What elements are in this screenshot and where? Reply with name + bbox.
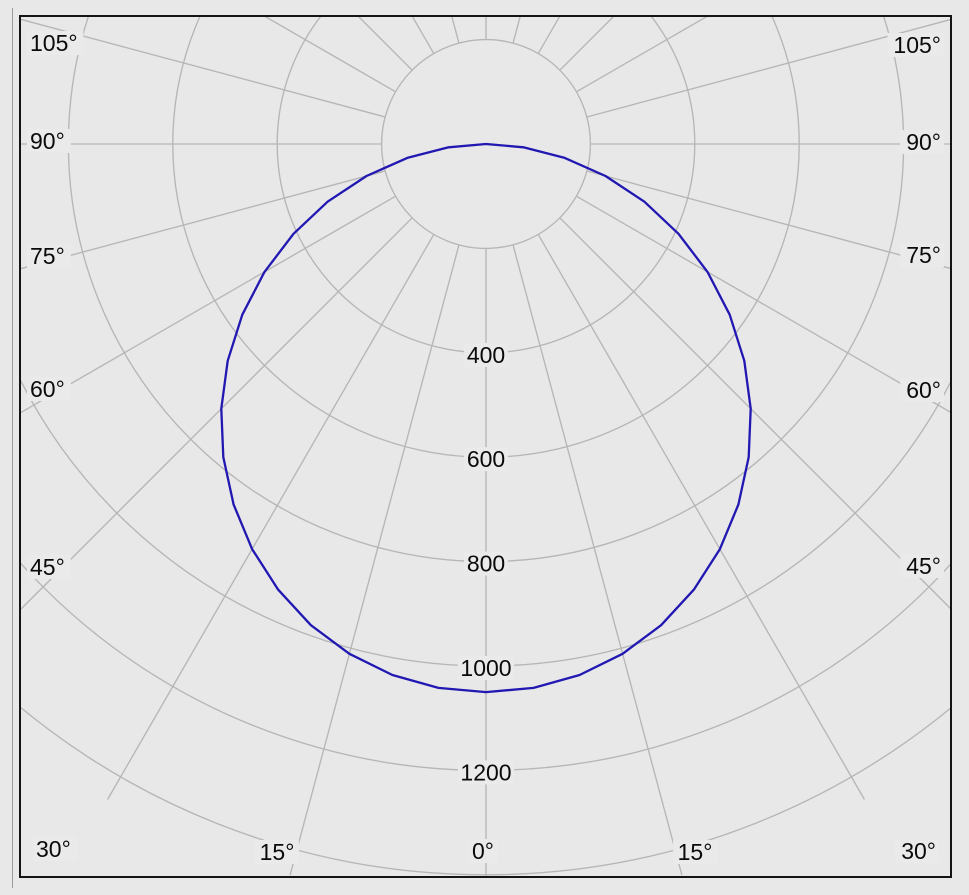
angle-label: 0° — [472, 838, 494, 864]
intensity-curve — [220, 142, 752, 694]
ring-label: 400 — [467, 342, 505, 368]
angle-label: 105° — [30, 30, 78, 56]
angle-label-halo — [895, 839, 939, 863]
angle-ray — [559, 217, 952, 611]
angle-label-halo — [27, 555, 71, 579]
angle-label-halo — [900, 243, 944, 267]
angle-label-halo — [900, 378, 944, 402]
angle-label-halo — [33, 837, 77, 861]
angle-label-halo — [27, 377, 71, 401]
angle-label: 30° — [901, 838, 936, 864]
angle-label: 90° — [906, 129, 941, 155]
angle-label-halo — [467, 839, 499, 863]
ring-label: 600 — [467, 446, 505, 472]
angle-label-halo — [900, 130, 944, 154]
ring-label-halo — [464, 447, 508, 472]
angle-label: 45° — [906, 553, 941, 579]
angle-label: 75° — [906, 242, 941, 268]
angle-ray — [512, 244, 683, 876]
angle-ray — [586, 18, 952, 118]
angle-ray — [537, 15, 562, 54]
angle-label: 15° — [678, 839, 713, 865]
angle-label-halo — [673, 840, 717, 864]
angle-ray — [289, 244, 460, 876]
angle-ray — [410, 15, 435, 54]
angle-ray — [106, 234, 435, 800]
angle-ray — [576, 15, 711, 93]
angle-label-halo — [27, 129, 71, 153]
ring-label-halo — [464, 551, 508, 576]
angle-ray — [512, 15, 522, 44]
ring-label: 800 — [467, 551, 505, 577]
angle-ray — [537, 234, 866, 800]
ring-label-halo — [457, 760, 515, 785]
angle-ray — [586, 170, 952, 270]
angle-label-halo — [900, 554, 944, 578]
ring-label: 1000 — [460, 655, 511, 681]
angle-label: 60° — [906, 377, 941, 403]
angle-label-halo — [27, 244, 71, 268]
polar-plot-canvas: 400 600 800 1000 1200 105° 90° 75° 60° 45° 30° 105°… — [19, 15, 952, 878]
angle-label: 60° — [30, 376, 65, 402]
angle-label-halo — [27, 31, 84, 55]
angle-label: 30° — [36, 836, 71, 862]
ring-label-halo — [464, 342, 508, 367]
panel-edge-line — [12, 8, 13, 888]
ring-label: 1200 — [460, 759, 511, 785]
angle-label: 15° — [260, 839, 295, 865]
angle-ray — [19, 195, 396, 415]
ring-label-halo — [457, 656, 515, 680]
angle-ray — [19, 217, 413, 612]
angle-label: 105° — [893, 32, 941, 58]
polar-photometric-diagram: 400 600 800 1000 1200 105° 90° 75° 60° 45° 30° 105°… — [19, 15, 952, 878]
angle-ray — [261, 15, 396, 93]
angle-label: 75° — [30, 243, 65, 269]
angle-ray — [19, 170, 386, 270]
angle-ray — [450, 15, 460, 44]
plot-border — [19, 15, 952, 878]
angle-label-halo — [255, 840, 299, 864]
angle-label-halo — [887, 33, 944, 57]
angle-label: 45° — [30, 554, 65, 580]
angle-ray — [576, 195, 952, 414]
angle-label: 90° — [30, 128, 65, 154]
